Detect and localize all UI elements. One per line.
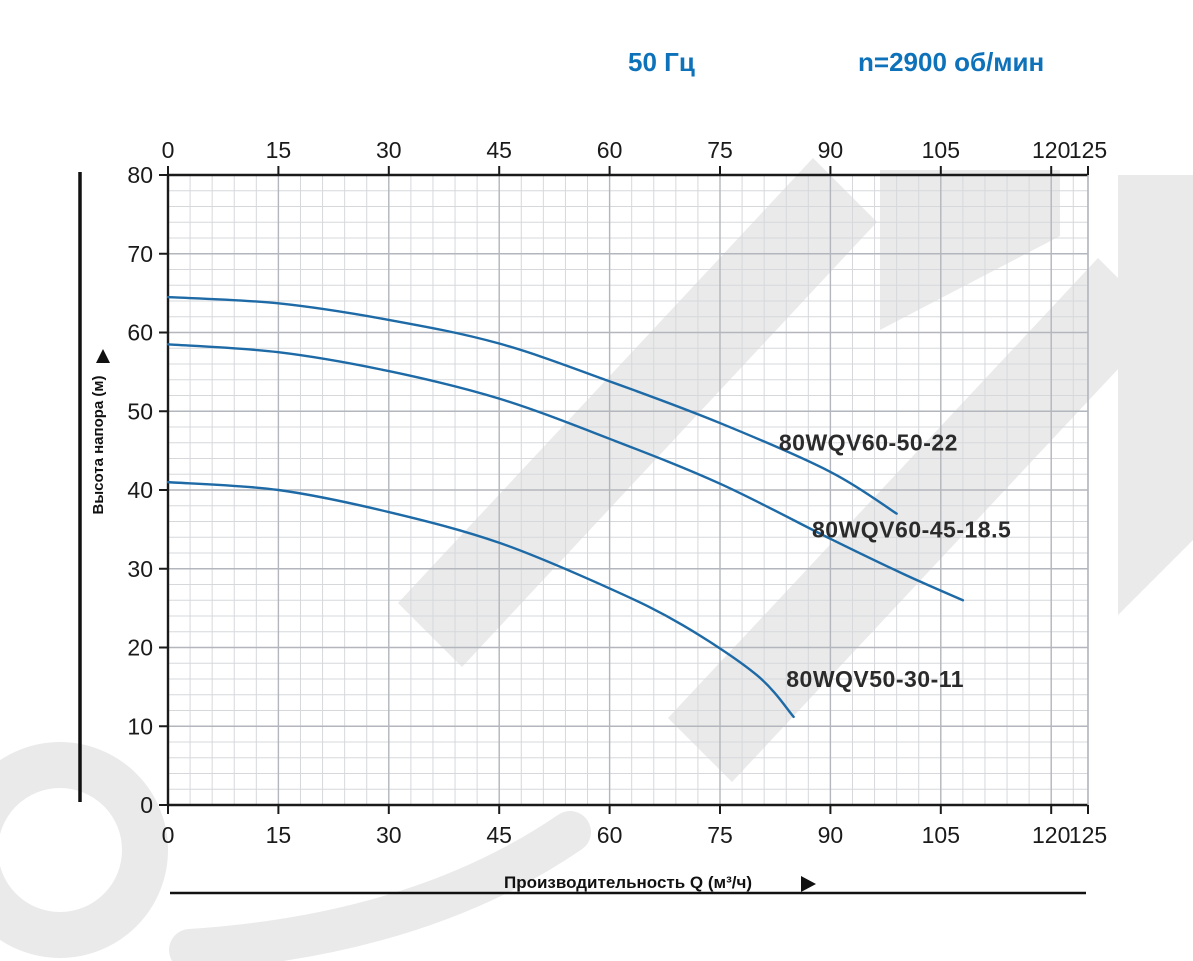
x-tick-label-bottom: 60 — [597, 822, 623, 848]
x-tick-label-bottom: 30 — [376, 822, 402, 848]
y-axis-arrow-icon — [96, 349, 110, 363]
x-tick-label-bottom: 75 — [707, 822, 733, 848]
pump-curve — [166, 343, 965, 602]
x-axis-title: Производительность Q (м³/ч) — [504, 873, 752, 892]
y-tick-label: 40 — [127, 477, 153, 503]
x-tick-label-top: 60 — [597, 137, 623, 163]
watermark-swoosh-icon — [169, 811, 591, 961]
curve-label: 80WQV60-45-18.5 — [812, 516, 1011, 542]
x-tick-label-top: 15 — [266, 137, 292, 163]
y-tick-label: 0 — [140, 792, 153, 818]
y-tick-label: 80 — [127, 162, 153, 188]
x-axis-arrow-icon — [801, 876, 816, 892]
axis-titles: Высота напора (м) Производительность Q (… — [78, 172, 1086, 895]
y-tick-label: 60 — [127, 320, 153, 346]
pump-curve — [166, 295, 898, 515]
curve-label: 80WQV60-50-22 — [779, 430, 958, 456]
y-axis-title: Высота напора (м) — [90, 375, 107, 514]
x-tick-label-top: 105 — [922, 137, 960, 163]
x-tick-label-top: 45 — [486, 137, 512, 163]
x-tick-label-bottom: 120 — [1032, 822, 1070, 848]
watermark-bar-icon — [668, 258, 1162, 782]
rotation-speed-label: n=2900 об/мин — [858, 47, 1045, 77]
watermark-ring-icon — [0, 742, 168, 958]
y-tick-label: 70 — [127, 241, 153, 267]
y-tick-label: 10 — [127, 713, 153, 739]
x-tick-label-top: 30 — [376, 137, 402, 163]
grid — [167, 174, 1089, 806]
x-tick-label-top: 90 — [818, 137, 844, 163]
curve-label: 80WQV50-30-11 — [786, 666, 964, 692]
y-tick-label: 30 — [127, 556, 153, 582]
pump-curve — [166, 480, 795, 718]
x-tick-label-bottom: 15 — [266, 822, 292, 848]
x-tick-label-top: 0 — [162, 137, 175, 163]
x-tick-label-bottom: 125 — [1069, 822, 1107, 848]
x-tick-label-bottom: 105 — [922, 822, 960, 848]
x-tick-label-bottom: 0 — [162, 822, 175, 848]
x-tick-label-top: 120 — [1032, 137, 1070, 163]
tick-labels: 0015153030454560607575909010510512012012… — [127, 137, 1107, 848]
watermark-bar-icon — [1118, 175, 1193, 615]
x-tick-label-top: 125 — [1069, 137, 1107, 163]
x-tick-label-bottom: 45 — [486, 822, 512, 848]
frequency-label: 50 Гц — [628, 47, 695, 77]
watermark-bar-icon — [880, 170, 1060, 330]
curve-labels: 80WQV60-50-22 80WQV60-45-18.5 80WQV50-30-1… — [779, 430, 1011, 692]
x-tick-label-bottom: 90 — [818, 822, 844, 848]
y-tick-label: 50 — [127, 398, 153, 424]
x-tick-label-top: 75 — [707, 137, 733, 163]
pump-curves — [166, 295, 965, 718]
y-tick-label: 20 — [127, 635, 153, 661]
